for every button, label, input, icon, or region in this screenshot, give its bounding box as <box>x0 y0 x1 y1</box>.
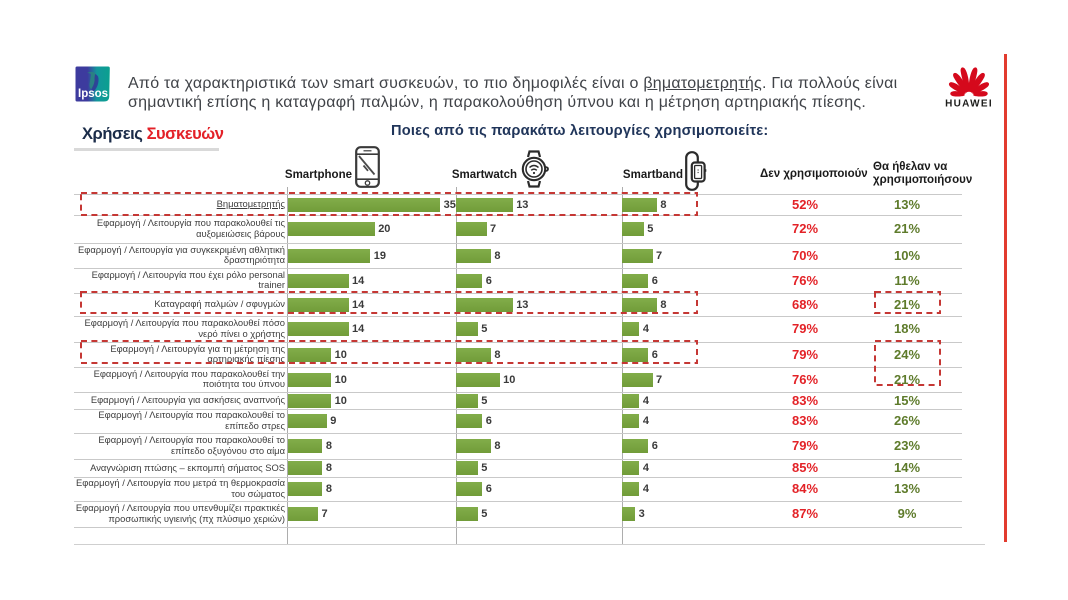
svg-text:HUAWEI: HUAWEI <box>945 99 993 110</box>
svg-text:Ipsos: Ipsos <box>78 88 108 100</box>
